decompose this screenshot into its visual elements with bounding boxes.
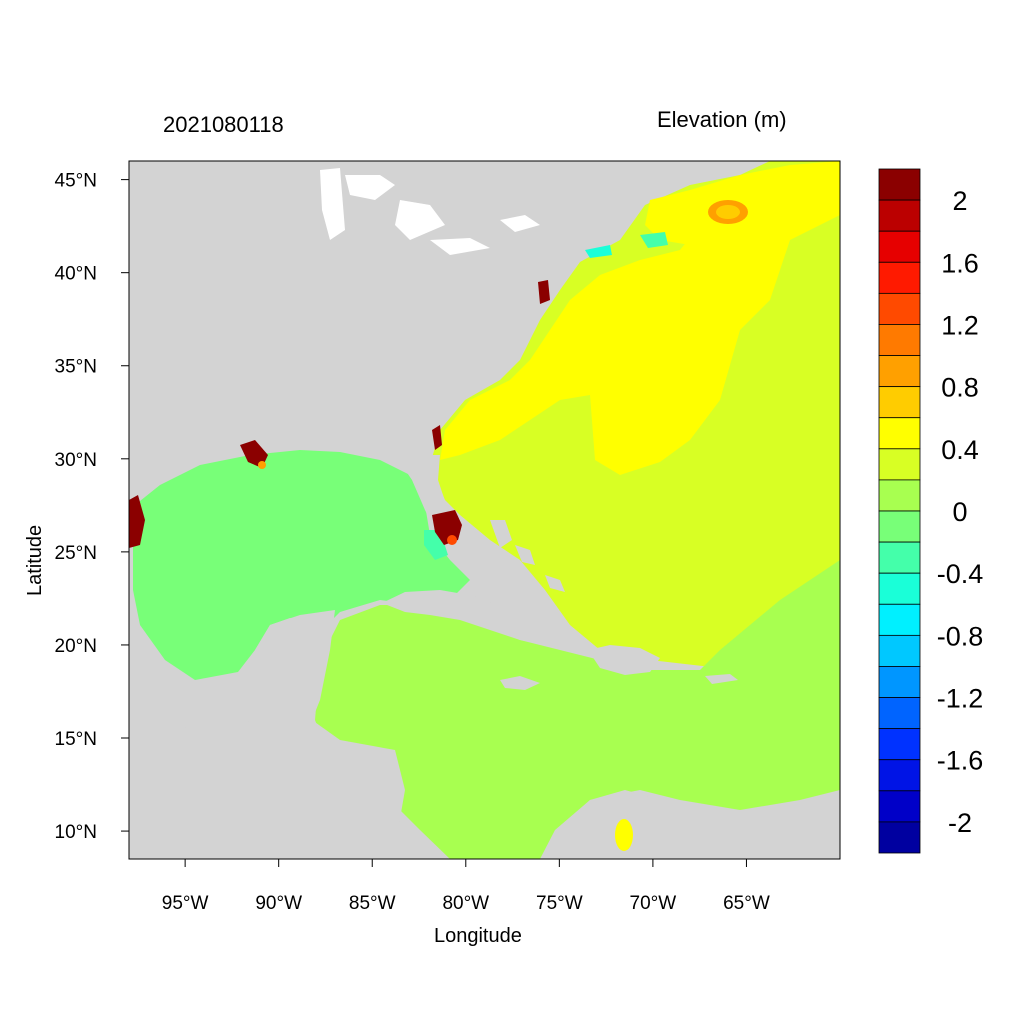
colorbar-label: -0.4 [937,559,984,589]
y-tick-label: 40°N [55,264,97,285]
colorbar-swatch [878,168,921,201]
colorbar-label: 0.4 [941,435,979,465]
gulf-of-mexico-region [133,450,470,680]
colorbar-swatch [878,666,921,698]
maracaibo-anomaly [615,819,633,851]
louisiana-coast-surge [240,440,268,468]
carolina-coast-surge [432,425,442,450]
x-tick-label: 65°W [723,893,770,914]
colorbar-swatch [878,355,921,388]
cuba-landmass [382,590,565,645]
colorbar-label: 0.8 [941,373,979,403]
chesapeake-surge [538,280,550,304]
colorbar-swatch [878,230,921,263]
x-axis-ticks: 95°W 90°W 85°W 80°W 75°W 70°W 65°W [162,859,770,914]
colorbar-swatch [878,448,921,481]
gulf-stream-band [440,180,840,475]
texas-coast-surge [129,495,145,548]
x-tick-label: 90°W [255,893,302,914]
colorbar-swatch [878,728,921,761]
hispaniola-landmass [588,645,660,675]
colorbar-swatch [878,572,921,605]
central-america-landmass [129,720,420,859]
colorbar-swatch [878,324,921,356]
colorbar-swatch [878,541,921,574]
y-tick-label: 45°N [55,171,97,192]
y-tick-label: 20°N [55,636,97,657]
colorbar-label: 0 [952,497,967,527]
southwest-florida-surge-core [447,535,457,545]
y-tick-label: 25°N [55,543,97,564]
colorbar-label: 1.2 [941,310,979,340]
new-england-shelf [645,161,840,245]
bahamas-islands [490,520,565,592]
colorbar-label: 2 [952,186,967,216]
map-area [129,161,840,859]
colorbar-label: -2 [948,808,972,838]
y-axis-ticks: 10°N 15°N 20°N 25°N 30°N 35°N 40°N 45°N [55,171,129,843]
x-tick-label: 75°W [536,893,583,914]
x-tick-label: 95°W [162,893,209,914]
yucatan-landmass [255,610,335,720]
jamaica-landmass [500,676,540,690]
colorbar-label: 1.6 [941,248,979,278]
colorbar-swatch [878,603,921,636]
colorbar-swatch [878,292,921,325]
colorbar-label: -1.2 [937,684,984,714]
long-island-low-patch [585,245,612,258]
colorbar-label: -1.6 [937,746,984,776]
y-tick-label: 30°N [55,450,97,471]
colorbar-swatch [878,697,921,730]
timestamp-label: 2021080118 [163,112,284,137]
y-tick-label: 10°N [55,822,97,843]
x-axis-label: Longitude [434,925,522,947]
colorbar-swatch [878,634,921,667]
field-label: Elevation (m) [657,107,787,132]
caribbean-sea-region [315,560,840,859]
colorbar-swatch [878,417,921,450]
plot-frame [128,160,841,860]
puerto-rico-landmass [705,674,738,684]
colorbar-label: -0.8 [937,621,984,651]
colorbar-swatch [878,790,921,823]
south-america-landmass [540,790,840,859]
x-tick-label: 80°W [442,893,489,914]
y-tick-label: 15°N [55,729,97,750]
colorbar: 2 1.6 1.2 0.8 0.4 0 -0.4 -0.8 -1.2 -1.6 -2 [878,168,984,854]
y-tick-label: 35°N [55,357,97,378]
colorbar-swatch [878,199,921,232]
cape-cod-low-patch [640,232,668,248]
colorbar-swatch [878,821,921,854]
colorbar-swatch [878,386,921,419]
louisiana-coast-surge-core [258,461,266,469]
x-tick-label: 85°W [349,893,396,914]
colorbar-swatch [878,759,921,792]
colorbar-swatch [878,510,921,543]
gulf-of-maine-core [716,205,740,219]
colorbar-swatch [878,479,921,512]
y-axis-label: Latitude [24,524,46,596]
colorbar-swatch [878,261,921,294]
x-tick-label: 70°W [630,893,677,914]
great-lakes [320,168,540,255]
